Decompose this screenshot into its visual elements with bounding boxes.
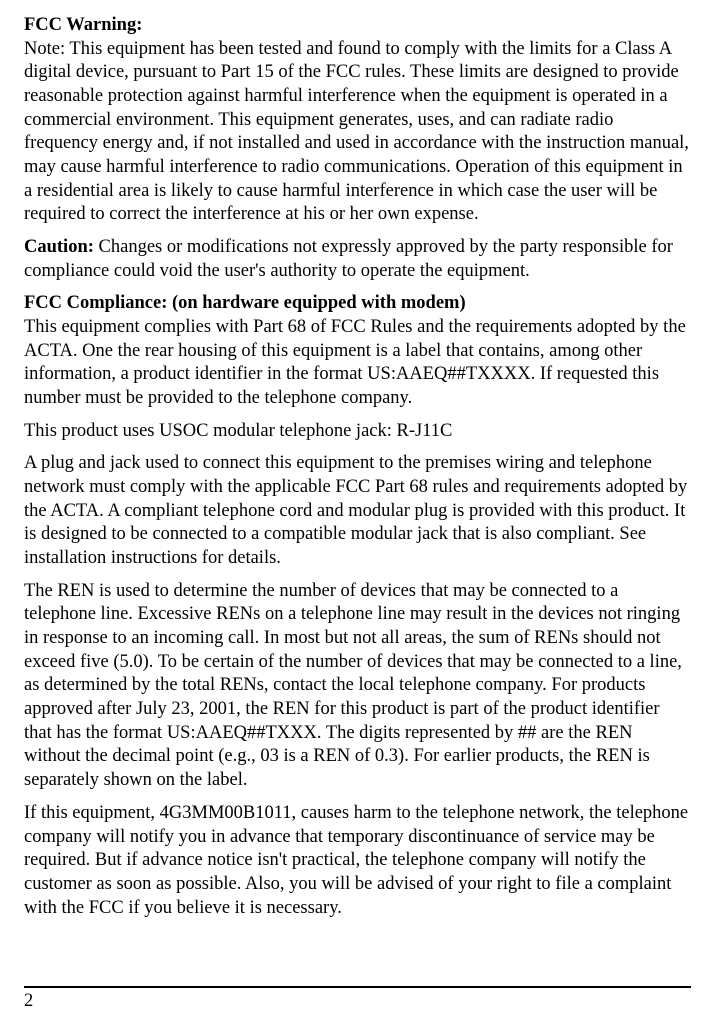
caution-section: Caution: Changes or modifications not ex… — [24, 236, 691, 283]
fcc-warning-body: Note: This equipment has been tested and… — [24, 39, 689, 225]
fcc-warning-heading: FCC Warning: — [24, 15, 142, 35]
caution-body: Changes or modifications not expressly a… — [24, 237, 673, 281]
document-body: FCC Warning: Note: This equipment has be… — [24, 14, 691, 969]
fcc-compliance-para2: This product uses USOC modular telephone… — [24, 420, 691, 444]
fcc-compliance-heading-row: FCC Compliance: (on hardware equipped wi… — [24, 292, 691, 316]
page-footer: 2 — [24, 986, 691, 1014]
fcc-compliance-para1: This equipment complies with Part 68 of … — [24, 316, 691, 411]
caution-heading: Caution: — [24, 237, 94, 257]
fcc-compliance-para3: A plug and jack used to connect this equ… — [24, 452, 691, 570]
fcc-warning-section: FCC Warning: Note: This equipment has be… — [24, 14, 691, 227]
fcc-compliance-para5: If this equipment, 4G3MM00B1011, causes … — [24, 802, 691, 920]
page-number: 2 — [24, 991, 33, 1011]
fcc-compliance-para4: The REN is used to determine the number … — [24, 580, 691, 793]
fcc-compliance-heading: FCC Compliance: (on hardware equipped wi… — [24, 293, 466, 313]
